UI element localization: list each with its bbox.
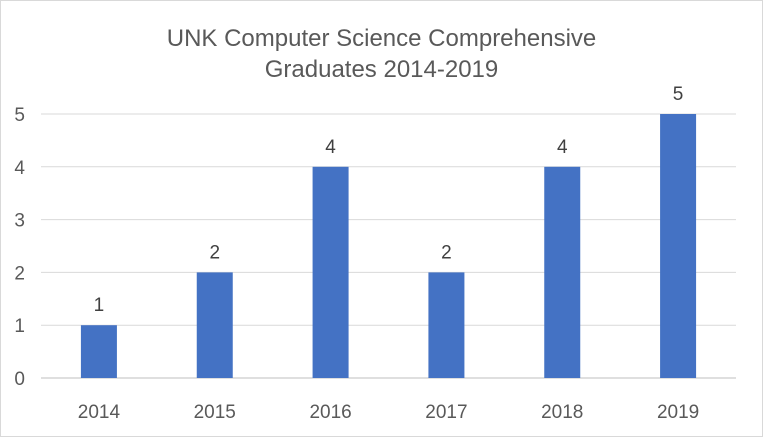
x-tick-label-2016: 2016	[309, 402, 351, 423]
y-tick-label-0: 0	[14, 369, 25, 390]
y-tick-label-1: 1	[14, 316, 25, 337]
x-tick-label-2014: 2014	[78, 402, 121, 423]
bar-2019	[660, 114, 697, 378]
x-tick-label-2018: 2018	[541, 402, 583, 423]
data-label-2015: 2	[209, 242, 220, 263]
bar-2017	[428, 272, 465, 378]
x-tick-label-2015: 2015	[194, 402, 236, 423]
data-label-2019: 5	[673, 84, 684, 105]
data-label-2014: 1	[94, 295, 105, 316]
y-tick-label-5: 5	[14, 105, 25, 126]
data-label-2016: 4	[325, 137, 336, 158]
x-tick-label-2017: 2017	[425, 402, 467, 423]
data-label-2018: 4	[557, 137, 568, 158]
y-tick-label-3: 3	[14, 211, 25, 232]
y-tick-label-2: 2	[14, 263, 25, 284]
chart-title-line-1: UNK Computer Science Comprehensive	[166, 25, 597, 52]
chart-title: UNK Computer Science Comprehensive Gradu…	[1, 23, 762, 85]
chart-title-line-2: Graduates 2014-2019	[264, 56, 499, 83]
data-label-2017: 2	[441, 242, 452, 263]
x-tick-label-2019: 2019	[657, 402, 699, 423]
bar-2016	[312, 166, 349, 378]
bar-2015	[196, 272, 233, 378]
bar-2014	[80, 325, 117, 378]
bar-2018	[544, 166, 581, 378]
y-tick-label-4: 4	[14, 158, 25, 179]
